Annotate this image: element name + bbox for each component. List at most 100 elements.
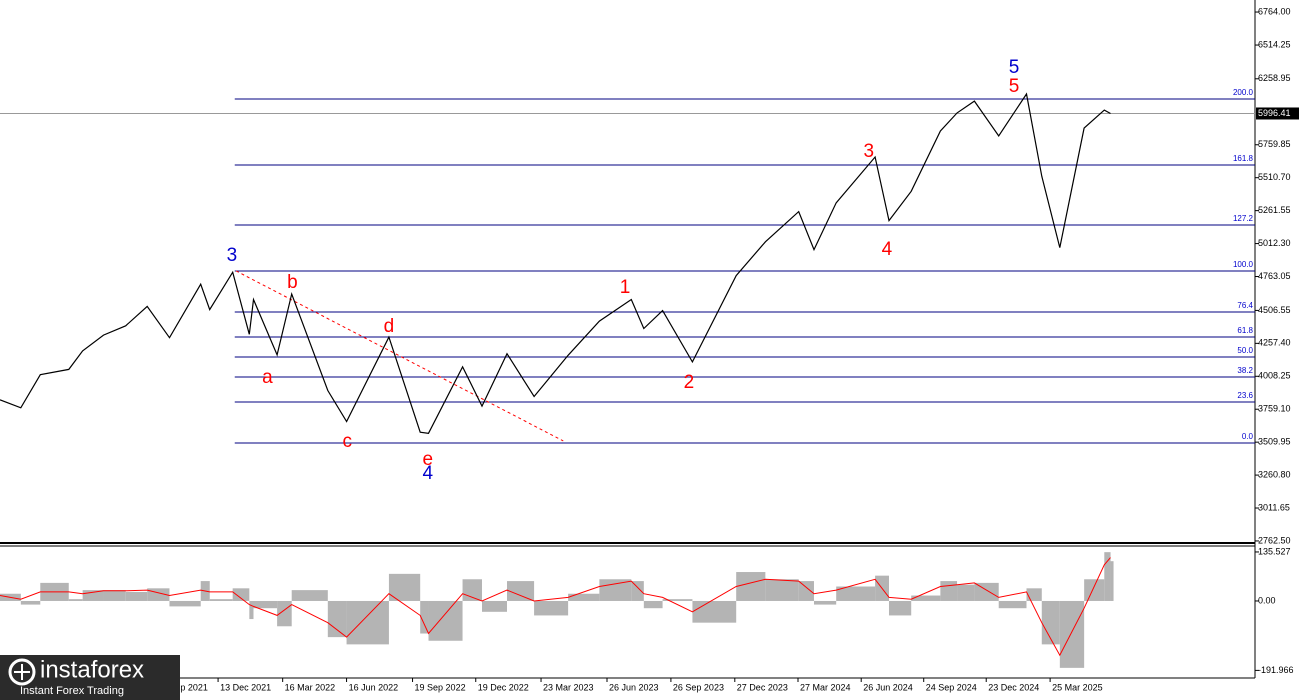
y-tick-label: 5759.85 bbox=[1258, 139, 1291, 149]
y-tick-label: 3260.80 bbox=[1258, 469, 1291, 479]
fib-label: 38.2 bbox=[1237, 366, 1253, 375]
histogram-bar bbox=[1059, 600, 1085, 668]
current-price-label: 5996.41 bbox=[1258, 108, 1291, 118]
x-tick-label: 13 Dec 2021 bbox=[220, 682, 271, 692]
histogram-bar bbox=[643, 600, 663, 609]
y-tick-label: 4257.40 bbox=[1258, 338, 1291, 348]
histogram-bar bbox=[568, 593, 600, 601]
histogram-bar bbox=[631, 581, 644, 601]
wave-label: e bbox=[423, 449, 434, 470]
x-tick-label: 26 Jun 2023 bbox=[609, 682, 659, 692]
y-tick-label: 4506.55 bbox=[1258, 305, 1291, 315]
histogram-bar bbox=[534, 600, 569, 616]
y-tick-label: -191.966 bbox=[1258, 665, 1294, 675]
wave-label: 1 bbox=[620, 277, 631, 298]
histogram-bar bbox=[232, 588, 250, 601]
x-tick-label: 26 Jun 2024 bbox=[863, 682, 913, 692]
wave-label: a bbox=[262, 367, 273, 388]
brand-name: instaforex bbox=[40, 656, 144, 683]
histogram-bar bbox=[1041, 600, 1060, 645]
histogram-bar bbox=[388, 573, 421, 601]
fib-label: 200.0 bbox=[1233, 88, 1254, 97]
x-tick-label: 13 Sep 2021 bbox=[157, 682, 208, 692]
x-tick-label: 26 Sep 2023 bbox=[673, 682, 724, 692]
histogram-bar bbox=[836, 586, 876, 601]
histogram-bar bbox=[1026, 588, 1042, 601]
y-tick-label: 4008.25 bbox=[1258, 371, 1291, 381]
wave-label: 5 bbox=[1009, 76, 1020, 97]
y-tick-label: 3509.95 bbox=[1258, 437, 1291, 447]
histogram-bar bbox=[481, 600, 508, 612]
fib-label: 23.6 bbox=[1237, 391, 1253, 400]
x-tick-label: 16 Jun 2022 bbox=[349, 682, 399, 692]
histogram-bar bbox=[420, 600, 429, 634]
histogram-bar bbox=[291, 590, 328, 601]
wave-label: 4 bbox=[423, 463, 434, 484]
histogram-bar bbox=[1104, 552, 1111, 601]
histogram-bar bbox=[662, 599, 693, 601]
y-tick-label: 5510.70 bbox=[1258, 172, 1291, 182]
y-tick-label: 6514.25 bbox=[1258, 39, 1291, 49]
y-tick-label: 0.00 bbox=[1258, 595, 1276, 605]
histogram-bar bbox=[813, 600, 837, 605]
y-tick-label: 4763.05 bbox=[1258, 271, 1291, 281]
x-tick-label: 23 Dec 2024 bbox=[988, 682, 1039, 692]
histogram-bar bbox=[68, 599, 83, 601]
histogram-bar bbox=[249, 600, 254, 620]
price-line bbox=[0, 92, 1111, 434]
x-tick-label: 19 Dec 2022 bbox=[478, 682, 529, 692]
histogram-bar bbox=[798, 581, 814, 601]
fib-label: 0.0 bbox=[1242, 432, 1254, 441]
histogram-bar bbox=[327, 600, 347, 638]
x-tick-label: 27 Mar 2024 bbox=[800, 682, 851, 692]
fib-label: 127.2 bbox=[1233, 214, 1254, 223]
x-tick-label: 19 Sep 2022 bbox=[415, 682, 466, 692]
brand-logo: instaforex Instant Forex Trading bbox=[0, 655, 180, 700]
wave-label: 3 bbox=[864, 141, 875, 162]
histogram-bar bbox=[974, 582, 999, 601]
y-tick-label: 135.527 bbox=[1258, 546, 1291, 556]
histogram-bar bbox=[957, 584, 975, 601]
fib-label: 50.0 bbox=[1237, 346, 1253, 355]
y-tick-label: 3011.65 bbox=[1258, 502, 1290, 512]
fib-label: 61.8 bbox=[1237, 326, 1253, 335]
histogram-bar bbox=[1084, 579, 1105, 601]
brand-tagline: Instant Forex Trading bbox=[20, 685, 124, 697]
histogram-bar bbox=[507, 581, 535, 601]
current-price-box bbox=[1256, 107, 1299, 120]
histogram-bar bbox=[169, 600, 201, 607]
x-tick-label: 23 Mar 2023 bbox=[543, 682, 594, 692]
wave-label: c bbox=[343, 431, 353, 452]
y-tick-label: 5261.55 bbox=[1258, 205, 1291, 215]
histogram-bar bbox=[911, 595, 941, 601]
histogram-bar bbox=[253, 600, 278, 609]
histogram-bar bbox=[346, 600, 389, 645]
histogram-bar bbox=[125, 591, 148, 601]
wave-label: d bbox=[384, 316, 395, 337]
y-tick-label: 2762.50 bbox=[1258, 535, 1291, 545]
histogram-bar bbox=[940, 581, 958, 601]
y-tick-label: 5012.30 bbox=[1258, 238, 1291, 248]
signal-line bbox=[0, 557, 1111, 657]
x-tick-label: 25 Mar 2025 bbox=[1052, 682, 1103, 692]
histogram-bar bbox=[103, 590, 126, 601]
histogram-bar bbox=[765, 579, 799, 601]
x-tick-label: 16 Mar 2022 bbox=[285, 682, 336, 692]
fib-label: 76.4 bbox=[1237, 301, 1253, 310]
wave-label: 2 bbox=[684, 372, 695, 393]
y-tick-label: 6764.00 bbox=[1258, 6, 1291, 16]
wave-label: 3 bbox=[227, 245, 238, 266]
x-tick-label: 27 Dec 2023 bbox=[737, 682, 788, 692]
logo-icon bbox=[8, 658, 36, 686]
fib-label: 100.0 bbox=[1233, 260, 1254, 269]
histogram-bar bbox=[736, 572, 766, 601]
fib-label: 161.8 bbox=[1233, 154, 1254, 163]
histogram-bar bbox=[209, 599, 233, 601]
histogram-bar bbox=[888, 600, 912, 616]
histogram-bar bbox=[599, 579, 632, 601]
x-tick-label: 24 Sep 2024 bbox=[926, 682, 977, 692]
histogram-bar bbox=[20, 600, 41, 605]
